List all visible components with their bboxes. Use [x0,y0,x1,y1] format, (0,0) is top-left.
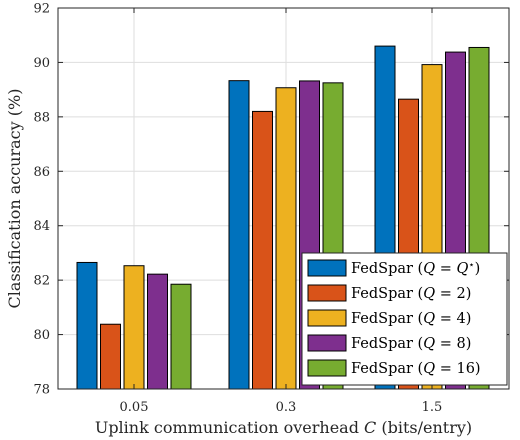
legend-swatch [307,359,347,377]
axis-ticks: 78 80 82 84 86 88 90 92 0.05 0.3 1.5 [33,2,509,415]
legend-entry: FedSpar (Q = 2) [351,286,471,302]
bar [228,80,250,390]
bar [170,283,192,390]
y-axis-label: Classification accuracy (%) [5,89,24,309]
y-tick-label: 80 [33,328,50,343]
legend-swatch [307,334,347,352]
plot-frame [57,7,510,390]
bar [123,265,145,390]
x-axis-label: Uplink communication overhead C (bits/en… [95,418,472,437]
bar [76,261,98,390]
bar [252,110,273,390]
legend-swatch [307,284,347,302]
bar [147,273,168,390]
y-tick-label: 92 [33,2,50,17]
y-tick-label: 88 [33,110,50,125]
legend-entry: FedSpar (Q = 8) [351,336,471,352]
y-tick-label: 90 [33,56,50,71]
legend-swatch [307,309,347,327]
bar [100,323,121,390]
legend-entry: FedSpar (Q = 16) [351,361,481,377]
bar [275,87,297,390]
legend: FedSpar (Q = Q⋆) FedSpar (Q = 2) FedSpar (… [301,252,508,386]
y-tick-label: 84 [33,219,50,234]
y-tick-label: 86 [33,165,50,180]
y-tick-label: 82 [33,274,50,289]
legend-swatch [307,259,347,277]
x-tick-label: 0.3 [276,400,297,415]
y-tick-label: 78 [33,383,50,398]
x-tick-label: 1.5 [422,400,443,415]
legend-entry: FedSpar (Q = Q⋆) [351,260,480,278]
x-tick-label: 0.05 [120,400,149,415]
legend-entry: FedSpar (Q = 4) [351,311,471,327]
